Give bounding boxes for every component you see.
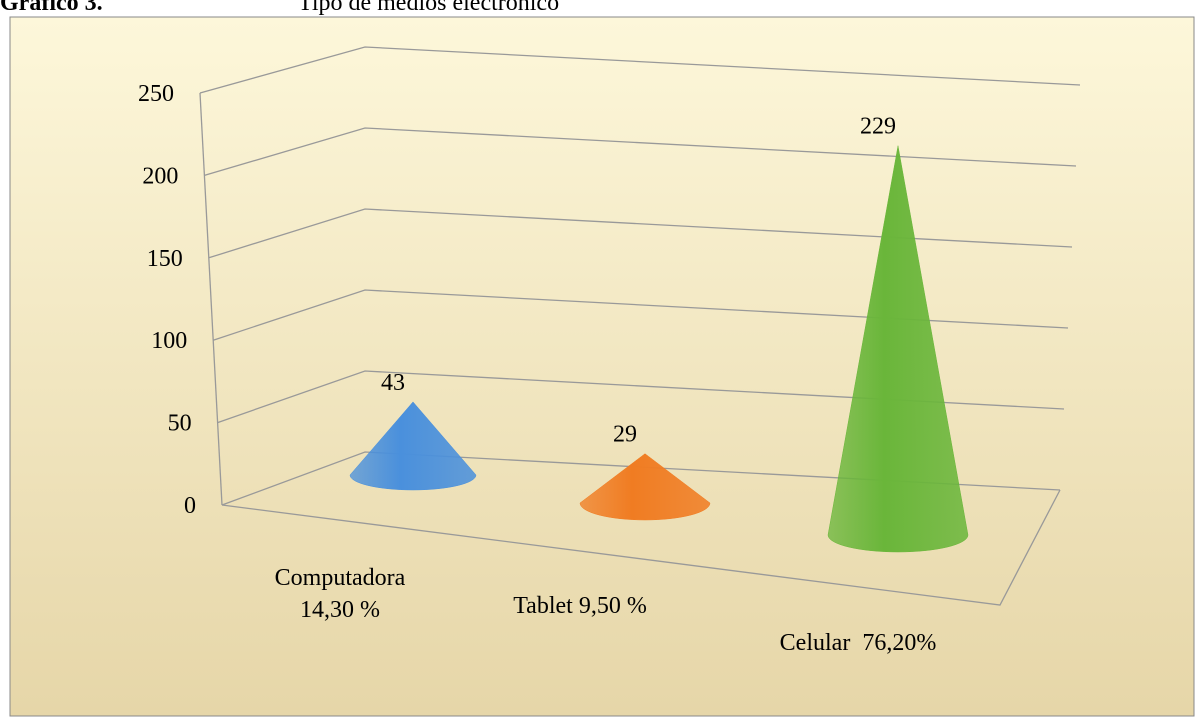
data-label: 229 (860, 114, 896, 140)
grid-line (199, 46, 1081, 94)
y-tick-label: 150 (147, 246, 183, 272)
y-axis-line (199, 92, 223, 506)
data-label: 43 (381, 370, 405, 396)
y-tick-label: 250 (138, 81, 174, 107)
x-tick-label: Celular 76,20% (780, 630, 937, 656)
plot-background (9, 16, 1195, 717)
floor-edge (221, 489, 1061, 606)
y-tick-label: 0 (184, 493, 196, 519)
grid-line (204, 127, 1077, 177)
x-tick-label: Computadora (275, 565, 406, 591)
x-tick-label: 14,30 % (300, 597, 380, 623)
chart-subtitle: Tipo de medios electrónico (298, 0, 559, 16)
grid-line (208, 208, 1073, 259)
y-tick-label: 50 (168, 411, 192, 437)
x-tick-label: Tablet 9,50 % (513, 593, 647, 619)
chart-title: Gráfico 3. (0, 0, 103, 16)
cone (349, 401, 477, 491)
axes-frame (199, 92, 1061, 606)
cone (827, 145, 969, 553)
grid-line (217, 370, 1065, 424)
y-tick-label: 200 (142, 163, 178, 189)
grid-line (212, 289, 1069, 341)
y-tick-label: 100 (151, 328, 187, 354)
grid-line (221, 451, 1061, 506)
data-label: 29 (613, 422, 637, 448)
cone (579, 453, 711, 521)
